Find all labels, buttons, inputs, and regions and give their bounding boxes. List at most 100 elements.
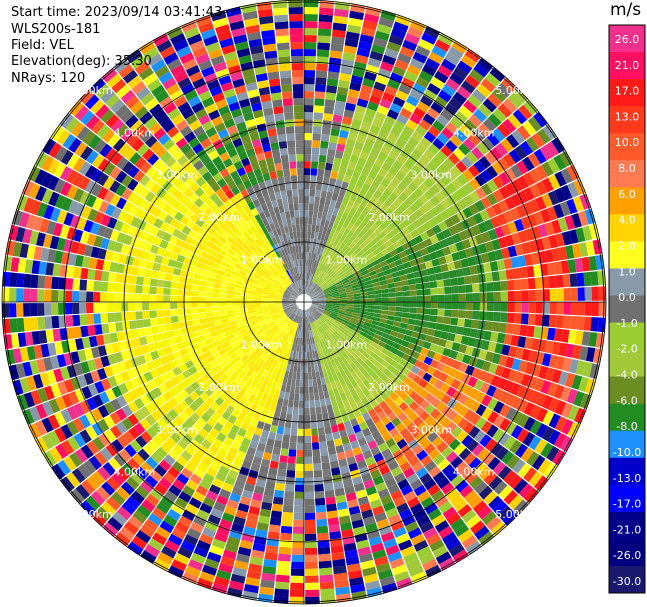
range-gate-cell — [426, 107, 440, 120]
range-gate-cell — [202, 422, 213, 434]
range-gate-cell — [282, 299, 290, 302]
range-gate-cell — [79, 414, 91, 429]
range-gate-cell — [340, 522, 353, 531]
range-gate-cell — [241, 460, 252, 470]
range-gate-cell — [498, 199, 510, 213]
range-gate-cell — [186, 271, 195, 279]
range-gate-cell — [216, 448, 228, 459]
range-gate-cell — [318, 21, 333, 30]
range-gate-cell — [436, 362, 446, 372]
range-gate-cell — [219, 518, 233, 530]
range-gate-cell — [534, 238, 545, 252]
range-gate-cell — [304, 309, 307, 317]
range-gate-cell — [261, 392, 269, 401]
range-gate-cell — [206, 240, 215, 249]
range-gate-cell — [148, 122, 162, 135]
range-gate-cell — [378, 275, 386, 282]
range-gate-cell — [198, 285, 207, 292]
range-gate-cell — [218, 264, 227, 272]
range-gate-cell — [149, 302, 157, 311]
range-gate-cell — [198, 21, 214, 34]
range-gate-cell — [185, 565, 201, 578]
range-gate-cell — [342, 478, 354, 488]
range-gate-cell — [335, 494, 347, 504]
range-gate-cell — [465, 540, 482, 555]
range-gate-cell — [304, 407, 310, 415]
range-gate-cell — [340, 159, 350, 168]
range-gate-cell — [295, 308, 300, 315]
range-gate-cell — [214, 396, 225, 407]
range-gate-cell — [581, 256, 591, 272]
range-gate-cell — [458, 249, 468, 260]
range-gate-cell — [304, 463, 313, 471]
range-gate-cell — [359, 354, 368, 362]
range-gate-cell — [372, 118, 384, 129]
range-gate-cell — [465, 74, 480, 89]
range-gate-cell — [29, 230, 39, 245]
range-gate-cell — [233, 176, 243, 186]
range-gate-cell — [41, 433, 55, 450]
range-gate-cell — [277, 310, 284, 314]
range-gate-cell — [339, 261, 347, 269]
range-gate-cell — [172, 228, 182, 238]
range-gate-cell — [80, 361, 90, 374]
range-gate-cell — [278, 313, 286, 318]
range-gate-cell — [177, 101, 191, 114]
range-gate-cell — [327, 446, 337, 455]
range-gate-cell — [50, 207, 61, 222]
range-gate-cell — [197, 165, 209, 177]
range-gate-cell — [304, 105, 314, 113]
range-gate-cell — [250, 418, 259, 428]
range-gate-cell — [272, 271, 279, 278]
range-gate-cell — [513, 313, 522, 324]
range-gate-cell — [446, 469, 460, 482]
range-gate-cell — [423, 148, 436, 161]
range-gate-cell — [284, 308, 291, 313]
range-gate-cell — [425, 57, 440, 71]
range-gate-cell — [243, 239, 252, 247]
range-gate-cell — [394, 316, 402, 323]
range-gate-cell — [442, 531, 457, 545]
range-gate-cell — [435, 202, 446, 214]
range-gate-cell — [360, 308, 368, 312]
range-gate-cell — [385, 421, 396, 432]
range-gate-cell — [361, 427, 372, 437]
range-gate-cell — [288, 285, 294, 292]
range-gate-cell — [407, 371, 417, 381]
range-gate-cell — [200, 28, 216, 40]
range-gate-cell — [429, 315, 438, 323]
range-gate-cell — [268, 230, 275, 239]
range-gate-cell — [403, 552, 419, 564]
range-gate-cell — [254, 302, 262, 305]
range-gate-cell — [360, 305, 368, 309]
range-gate-cell — [173, 39, 189, 52]
range-gate-cell — [153, 434, 165, 447]
range-gate-cell — [71, 121, 85, 137]
range-gate-cell — [178, 183, 189, 194]
range-gate-cell — [300, 266, 303, 274]
range-gate-cell — [507, 221, 518, 234]
range-gate-cell — [226, 334, 235, 341]
range-gate-cell — [164, 380, 174, 391]
range-gate-cell — [311, 161, 319, 169]
range-gate-cell — [170, 89, 184, 102]
range-gate-cell — [322, 313, 330, 318]
range-gate-cell — [140, 92, 155, 106]
range-gate-cell — [392, 187, 403, 197]
range-gate-cell — [438, 501, 453, 514]
range-gate-cell — [460, 156, 473, 169]
range-gate-cell — [478, 103, 492, 118]
range-gate-cell — [276, 368, 283, 377]
range-gate-cell — [304, 35, 317, 43]
range-gate-cell — [248, 506, 261, 516]
range-gate-cell — [91, 183, 103, 197]
range-gate-cell — [91, 511, 107, 527]
range-gate-cell — [247, 394, 256, 403]
range-gate-cell — [457, 417, 469, 430]
range-gate-cell — [321, 183, 329, 192]
range-gate-cell — [263, 250, 271, 258]
range-gate-cell — [486, 292, 494, 302]
range-gate-cell — [215, 68, 230, 79]
range-gate-cell — [323, 312, 330, 317]
range-gate-cell — [267, 330, 274, 338]
